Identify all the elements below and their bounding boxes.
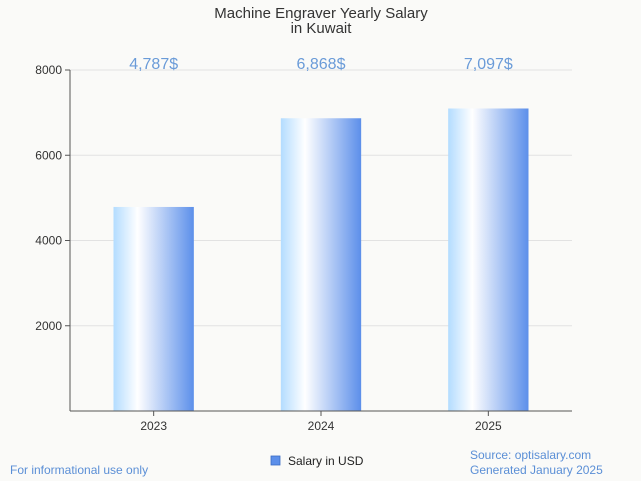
legend-swatch	[270, 455, 281, 466]
legend: Salary in USD	[270, 454, 364, 468]
y-tick-label: 4000	[35, 234, 62, 248]
source-block: Source: optisalary.com Generated January…	[470, 448, 603, 478]
data-label-2024: 6,868$	[297, 56, 346, 73]
x-tick-label: 2024	[308, 419, 335, 433]
data-label-2025: 7,097$	[464, 56, 513, 73]
y-axis-ticks: 2000 4000 6000 8000	[35, 63, 70, 333]
legend-label: Salary in USD	[288, 454, 364, 468]
data-label-2023: 4,787$	[129, 56, 178, 73]
bar-2025	[448, 108, 529, 412]
chart-title-line1: Machine Engraver Yearly Salary	[214, 5, 428, 22]
generated-date: Generated January 2025	[470, 463, 603, 477]
x-tick-label: 2023	[140, 419, 167, 433]
x-axis-ticks: 2023 2024 2025	[140, 411, 502, 433]
bar-2023	[113, 206, 194, 411]
bar-2024	[280, 118, 362, 412]
x-tick-label: 2025	[475, 419, 502, 433]
y-tick-label: 6000	[35, 148, 62, 162]
source-link[interactable]: Source: optisalary.com	[470, 448, 592, 462]
bars	[113, 108, 529, 412]
y-tick-label: 2000	[35, 319, 62, 333]
chart-title-line2: in Kuwait	[291, 20, 353, 37]
y-tick-label: 8000	[35, 63, 62, 77]
disclaimer-note: For informational use only	[10, 463, 149, 477]
data-labels: 4,787$ 6,868$ 7,097$	[129, 56, 513, 73]
